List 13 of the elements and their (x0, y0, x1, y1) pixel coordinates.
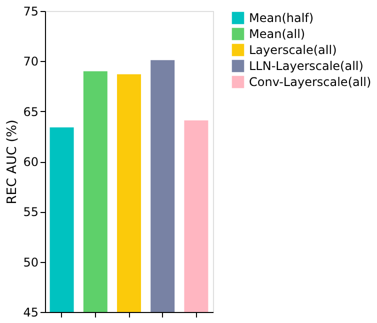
y-tick-label: 50 (23, 255, 38, 270)
legend-label: Layerscale(all) (249, 43, 337, 57)
y-tick-label: 55 (23, 205, 38, 220)
legend-label: LLN-Layerscale(all) (249, 59, 364, 73)
y-tick-label: 65 (23, 104, 38, 119)
y-tick-label: 45 (23, 306, 38, 320)
y-tick-label: 70 (23, 54, 38, 69)
legend-label: Mean(all) (249, 27, 306, 41)
legend-label: Mean(half) (249, 11, 314, 25)
legend-label: Conv-Layerscale(all) (249, 75, 372, 89)
y-axis-title: REC AUC (%) (5, 120, 20, 204)
y-tick-label: 60 (23, 155, 38, 169)
y-tick-label: 75 (23, 4, 38, 18)
